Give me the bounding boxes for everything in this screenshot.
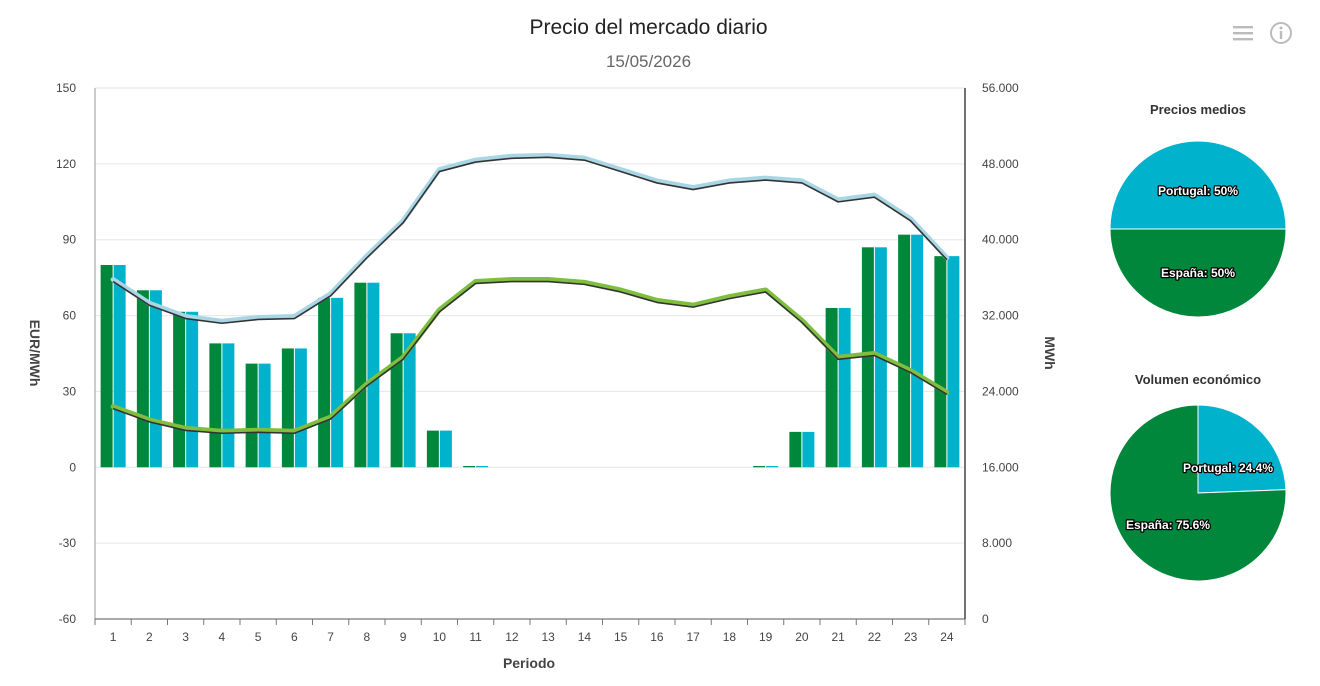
pie-slice-portugal	[1197, 404, 1287, 494]
bar-spain	[281, 348, 294, 468]
bar-portugal	[403, 333, 416, 468]
y2-tick-label: 24.000	[982, 384, 1019, 398]
info-icon[interactable]	[1268, 20, 1294, 46]
bar-portugal	[331, 297, 344, 468]
x-tick-label: 12	[505, 630, 519, 644]
x-tick-label: 4	[219, 630, 226, 644]
x-tick-label: 10	[433, 630, 447, 644]
pie-slice-spain	[1109, 404, 1287, 582]
bar-spain	[390, 333, 403, 468]
pie-title: Volumen económico	[1135, 372, 1261, 387]
pie-slice-portugal	[1109, 140, 1287, 230]
bar-spain	[100, 265, 113, 468]
bar-spain	[354, 282, 367, 468]
bar-portugal	[838, 307, 851, 468]
chart-title: Precio del mercado diario	[529, 16, 768, 39]
bar-spain	[209, 343, 222, 468]
pie-label: Portugal: 50%	[1158, 184, 1238, 198]
y2-tick-label: 48.000	[982, 157, 1019, 171]
x-tick-label: 3	[182, 630, 189, 644]
bar-portugal	[186, 311, 199, 468]
bar-spain	[463, 466, 476, 468]
y-tick-label: 60	[63, 309, 77, 323]
x-tick-label: 21	[831, 630, 845, 644]
y-tick-label: -60	[59, 612, 77, 626]
bar-portugal	[947, 256, 960, 468]
hamburger-menu-icon[interactable]	[1230, 20, 1256, 46]
y-tick-label: 30	[63, 384, 77, 398]
bar-portugal	[802, 431, 815, 468]
y2-tick-label: 8.000	[982, 536, 1012, 550]
pie-label: España: 50%	[1161, 266, 1235, 280]
bar-spain	[753, 466, 766, 468]
y2-tick-label: 56.000	[982, 81, 1019, 95]
x-tick-label: 5	[255, 630, 262, 644]
x-tick-label: 17	[686, 630, 700, 644]
x-tick-label: 19	[759, 630, 773, 644]
y-tick-label: 90	[63, 233, 77, 247]
x-tick-label: 24	[940, 630, 954, 644]
bar-spain	[861, 247, 874, 468]
x-tick-label: 6	[291, 630, 298, 644]
x-tick-label: 23	[904, 630, 918, 644]
bar-portugal	[439, 430, 452, 468]
line-portugal	[110, 152, 950, 324]
bar-spain	[789, 431, 802, 468]
bar-portugal	[367, 282, 380, 468]
chart-toolbar	[1230, 20, 1294, 46]
x-tick-label: 15	[614, 630, 628, 644]
bar-spain	[136, 290, 149, 468]
x-tick-label: 11	[469, 630, 482, 644]
bar-spain	[934, 256, 947, 468]
y-axis-title: EUR/MWh	[27, 320, 43, 387]
y-tick-label: 150	[56, 81, 76, 95]
y2-tick-label: 0	[982, 612, 989, 626]
y-tick-label: 120	[56, 157, 76, 171]
pie-slice-spain	[1109, 228, 1287, 318]
bar-portugal	[113, 265, 126, 468]
x-tick-label: 2	[146, 630, 153, 644]
chart-subtitle: 15/05/2026	[605, 52, 692, 71]
pie-charts: Precios medios Portugal: 50% España: 50% Vo…	[1109, 102, 1287, 582]
bar-portugal	[258, 363, 271, 468]
bar-spain	[825, 307, 838, 468]
x-tick-label: 8	[364, 630, 371, 644]
bar-portugal	[222, 343, 235, 468]
bar-portugal	[766, 466, 779, 468]
x-tick-label: 14	[578, 630, 592, 644]
bar-portugal	[476, 466, 489, 468]
pie-label: España: 75.6%	[1126, 518, 1210, 532]
x-axis-title: Periodo	[503, 655, 555, 671]
main-chart: -60-30030609012015008.00016.00024.00032.…	[27, 81, 1058, 671]
y2-tick-label: 40.000	[982, 233, 1019, 247]
x-tick-label: 13	[541, 630, 555, 644]
bar-spain	[173, 311, 186, 468]
bar-portugal	[911, 234, 924, 468]
y-tick-label: -30	[59, 536, 77, 550]
pie-title: Precios medios	[1150, 102, 1246, 117]
bar-portugal	[294, 348, 307, 468]
line-spain	[110, 277, 950, 434]
line-portugal-shadow	[112, 156, 948, 325]
x-tick-label: 22	[868, 630, 882, 644]
x-tick-label: 18	[723, 630, 737, 644]
x-tick-label: 16	[650, 630, 664, 644]
line-spain-shadow	[112, 280, 948, 435]
bar-spain	[318, 297, 331, 468]
pie-label: Portugal: 24.4%	[1183, 461, 1273, 475]
x-tick-label: 7	[327, 630, 334, 644]
y-tick-label: 0	[69, 460, 76, 474]
x-tick-label: 1	[110, 630, 117, 644]
x-tick-label: 20	[795, 630, 809, 644]
bar-spain	[245, 363, 258, 468]
bar-spain	[898, 234, 911, 468]
bar-portugal	[149, 290, 162, 468]
x-tick-label: 9	[400, 630, 407, 644]
y2-axis-title: MWh	[1042, 336, 1058, 369]
bar-spain	[426, 430, 439, 468]
y2-tick-label: 32.000	[982, 309, 1019, 323]
y2-tick-label: 16.000	[982, 460, 1019, 474]
